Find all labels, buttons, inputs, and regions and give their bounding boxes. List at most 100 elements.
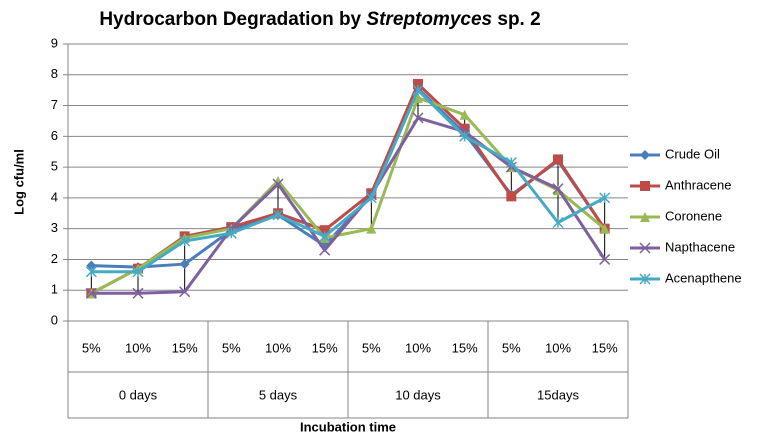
data-point (85, 287, 97, 299)
marker-shape (85, 266, 97, 278)
series-line (90, 82, 606, 295)
data-point (599, 253, 611, 265)
marker-shape (506, 191, 517, 202)
legend-label: Crude Oil (665, 146, 720, 161)
marker-shape (365, 192, 377, 204)
x-tick-label: 15% (592, 340, 618, 355)
x-axis-title: Incubation time (300, 419, 396, 434)
marker-shape (179, 235, 191, 247)
y-tick-label: 8 (51, 66, 58, 81)
marker-shape (640, 150, 650, 160)
marker-shape (179, 259, 190, 270)
data-point (553, 154, 563, 165)
data-point (225, 227, 237, 239)
marker-shape (412, 112, 424, 124)
legend-label: Napthacene (665, 239, 735, 254)
legend-marker (639, 242, 651, 254)
data-point (272, 209, 284, 221)
y-tick-label: 5 (51, 159, 58, 174)
data-point (459, 130, 471, 142)
data-point (505, 156, 517, 169)
y-tick-label: 4 (51, 189, 58, 204)
y-tick-label: 7 (51, 97, 58, 112)
y-tick-label: 6 (51, 128, 58, 143)
y-axis-title: Log cfu/ml (11, 149, 26, 215)
data-point (319, 230, 331, 242)
title-part: sp. 2 (492, 9, 541, 30)
data-point (319, 244, 331, 256)
data-point (85, 266, 97, 278)
marker-shape (459, 109, 470, 120)
x-tick-label: 15% (172, 340, 198, 355)
y-tick-label: 9 (51, 35, 58, 50)
data-point (86, 260, 97, 271)
marker-shape (553, 154, 563, 165)
y-tick-label: 0 (51, 312, 58, 327)
marker-shape (319, 230, 331, 242)
x-tick-label: 10% (125, 340, 151, 355)
data-point (132, 266, 144, 278)
data-point (179, 259, 190, 270)
data-point (459, 123, 470, 134)
marker-shape (132, 287, 144, 299)
legend-label: Anthracene (665, 177, 732, 192)
title-part: Streptomyces (366, 9, 492, 30)
marker-shape (85, 287, 97, 299)
marker-shape (366, 223, 377, 234)
marker-shape (459, 130, 471, 142)
data-point (506, 191, 517, 202)
x-tick-label: 10% (545, 340, 571, 355)
series-line (91, 87, 606, 269)
marker-shape (552, 183, 564, 195)
x-tick-label: 15% (312, 340, 338, 355)
marker-shape (640, 181, 650, 191)
marker-shape (413, 79, 423, 90)
data-point (459, 109, 470, 120)
x-tick-label: 5% (222, 340, 241, 355)
marker-shape (273, 175, 283, 186)
marker-shape (505, 156, 517, 169)
marker-shape (640, 212, 650, 222)
series-line (91, 116, 606, 295)
series-line (91, 88, 606, 274)
data-point (273, 175, 283, 186)
data-point (412, 112, 424, 124)
x-tick-label: 10% (265, 340, 291, 355)
data-point (366, 223, 377, 234)
y-tick-label: 3 (51, 220, 58, 235)
group-label: 15days (537, 387, 579, 402)
marker-shape (639, 242, 651, 254)
marker-shape (225, 227, 237, 239)
data-point (413, 92, 423, 103)
data-point (413, 79, 423, 90)
data-point (412, 84, 424, 96)
marker-shape (459, 123, 470, 134)
marker-shape (179, 286, 191, 298)
data-point (319, 225, 330, 236)
group-label: 10 days (395, 387, 441, 402)
data-point (599, 223, 610, 234)
legend-marker (640, 181, 650, 191)
marker-shape (639, 273, 651, 285)
x-tick-label: 5% (82, 340, 101, 355)
legend-label: Acenapthene (665, 270, 742, 285)
marker-shape (319, 244, 331, 256)
legend-marker (640, 212, 650, 222)
x-tick-label: 15% (452, 340, 478, 355)
marker-shape (272, 209, 284, 221)
data-point (132, 287, 144, 299)
marker-shape (413, 92, 423, 103)
y-tick-label: 2 (51, 251, 58, 266)
marker-shape (272, 178, 284, 190)
x-tick-label: 5% (362, 340, 381, 355)
marker-shape (599, 253, 611, 265)
data-point (365, 192, 377, 204)
legend-label: Coronene (665, 208, 722, 223)
legend-marker (639, 273, 651, 285)
data-point (599, 192, 611, 204)
data-point (179, 235, 191, 247)
group-label: 5 days (259, 387, 298, 402)
marker-shape (552, 216, 564, 229)
y-tick-label: 1 (51, 282, 58, 297)
